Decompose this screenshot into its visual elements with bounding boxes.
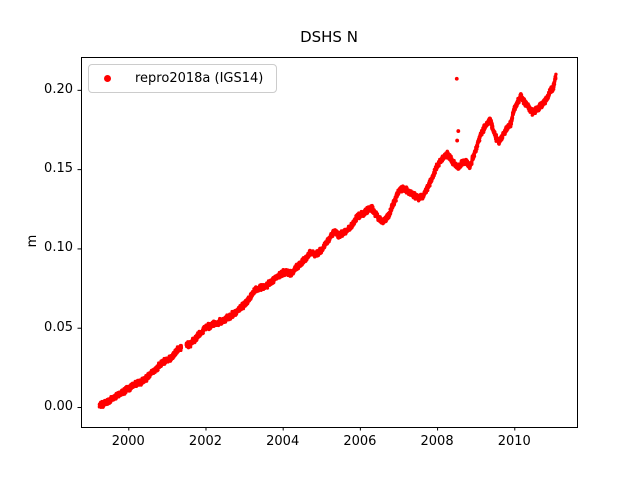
legend-marker-icon: [104, 75, 111, 82]
x-tick-label: 2008: [420, 434, 454, 449]
x-tick-label: 2002: [188, 434, 223, 449]
y-tick-label: 0.20: [44, 81, 73, 97]
y-tick-label: 0.05: [44, 319, 73, 335]
x-tick-label: 2000: [111, 434, 145, 449]
y-tick-label: 0.00: [44, 399, 73, 415]
y-tick-label: 0.10: [44, 240, 73, 256]
x-tick-label: 2004: [266, 434, 300, 449]
legend-entry-label: repro2018a (IGS14): [135, 71, 264, 86]
y-tick-label: 0.15: [44, 161, 73, 177]
x-tick-label: 2010: [497, 434, 531, 449]
x-tick-label: 2006: [343, 434, 377, 449]
legend: repro2018a (IGS14): [88, 64, 277, 93]
